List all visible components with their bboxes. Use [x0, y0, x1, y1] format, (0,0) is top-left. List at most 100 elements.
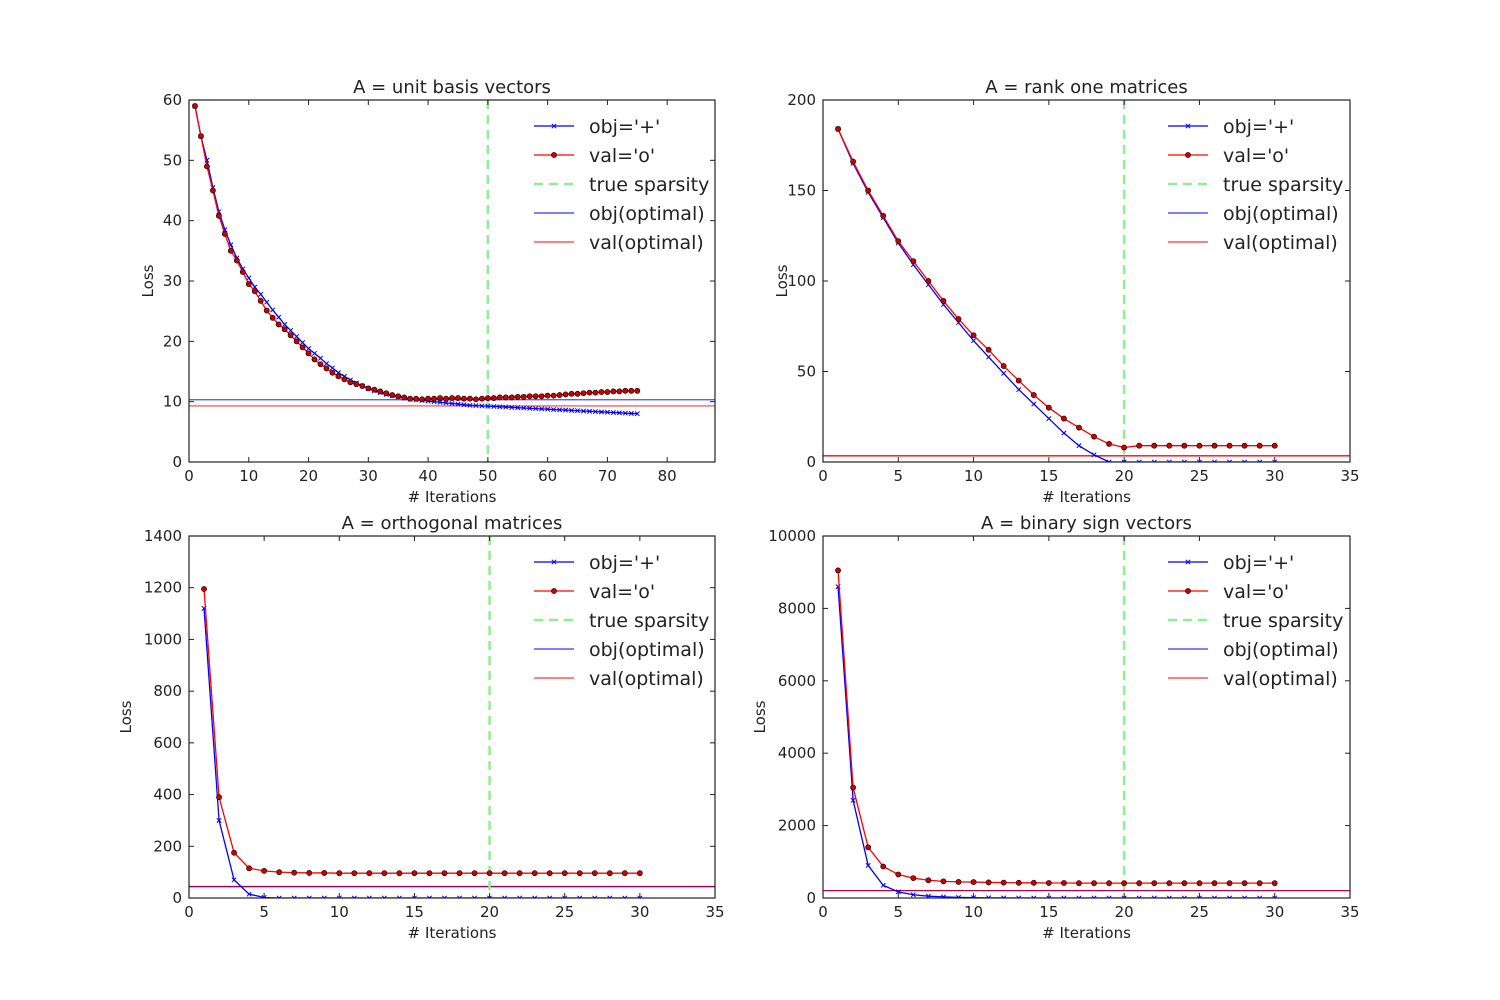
obj-point-stroke [1033, 895, 1037, 898]
val-point [634, 387, 641, 394]
obj-point-stroke [517, 895, 521, 898]
legend-val-marker [551, 152, 557, 158]
obj-point-stroke [426, 895, 431, 898]
obj-point [1196, 459, 1202, 462]
x-tick-label: 25 [555, 903, 574, 921]
obj-point-stroke [1226, 895, 1231, 898]
obj-point-stroke [1108, 895, 1112, 898]
obj-point-stroke [521, 405, 527, 411]
val-point [323, 365, 330, 372]
obj-point-stroke [282, 321, 288, 327]
obj-point-stroke [467, 402, 473, 408]
obj-point-stroke [1272, 459, 1276, 462]
obj-point-stroke [1016, 895, 1020, 898]
val-point [245, 281, 252, 287]
val-point [1256, 880, 1263, 887]
val-point [276, 869, 283, 876]
val-point [516, 870, 523, 877]
obj-point-stroke [1166, 895, 1171, 898]
obj-point-stroke [539, 406, 545, 412]
obj-point [1151, 895, 1157, 898]
x-tick-label: 10 [964, 903, 983, 921]
obj-point [1151, 459, 1157, 462]
obj-point-stroke [971, 338, 977, 344]
obj-point-stroke [479, 403, 485, 409]
chart-title: A = orthogonal matrices [342, 513, 563, 534]
legend-label: val='o' [1223, 145, 1289, 167]
obj-point-stroke [1076, 895, 1080, 898]
obj-point-stroke [1228, 459, 1233, 462]
obj-point-stroke [353, 895, 357, 898]
obj-point-stroke [456, 895, 461, 898]
val-point [1226, 442, 1233, 449]
val-point [411, 870, 418, 877]
legend-label: obj(optimal) [1223, 639, 1339, 661]
obj-point [527, 405, 533, 411]
val-point [502, 394, 509, 401]
obj-point-stroke [441, 895, 446, 898]
obj-point-stroke [604, 409, 610, 415]
y-tick-label: 200 [153, 837, 182, 855]
obj-point-stroke [443, 895, 448, 898]
obj-point [1226, 459, 1233, 462]
obj-point-stroke [637, 895, 641, 898]
x-tick-label: 80 [658, 467, 677, 485]
obj-point-stroke [1243, 895, 1248, 898]
obj-point-stroke [518, 895, 523, 898]
obj-point [456, 895, 463, 898]
obj-point-stroke [1031, 895, 1035, 898]
obj-point [426, 895, 433, 898]
val-point [257, 298, 264, 304]
x-tick-label: 10 [239, 467, 258, 485]
obj-point-stroke [1211, 895, 1216, 898]
obj-point-stroke [351, 895, 356, 898]
val-point [371, 386, 378, 393]
val-point [1061, 415, 1067, 422]
val-point [443, 395, 449, 402]
x-tick-label: 20 [480, 903, 499, 921]
obj-point [264, 299, 270, 305]
legend-label: true sparsity [589, 610, 709, 632]
obj-point [880, 882, 886, 888]
val-point [1030, 879, 1037, 886]
obj-point-stroke [1136, 459, 1140, 462]
val-point [865, 187, 872, 194]
val-point [985, 879, 992, 886]
obj-point [300, 339, 306, 346]
y-tick-label: 1200 [144, 579, 182, 597]
val-point [1151, 880, 1158, 887]
obj-point [1091, 895, 1097, 898]
obj-point-stroke [1001, 370, 1007, 376]
y-tick-label: 50 [163, 151, 182, 169]
obj-point [311, 350, 318, 356]
obj-point-stroke [276, 314, 282, 320]
obj-point-stroke [293, 895, 297, 898]
obj-point-stroke [503, 404, 509, 410]
obj-point-stroke [306, 895, 310, 898]
y-tick-label: 10000 [768, 527, 816, 545]
obj-point [562, 895, 568, 898]
y-tick-label: 0 [172, 453, 182, 471]
obj-point [1211, 895, 1218, 898]
obj-point [628, 410, 634, 416]
obj-point-stroke [910, 892, 916, 898]
obj-point [568, 407, 575, 413]
val-point [925, 877, 932, 884]
obj-point-stroke [609, 895, 613, 898]
y-tick-label: 600 [153, 734, 182, 752]
val-point [1000, 363, 1007, 369]
obj-point-stroke [1091, 895, 1095, 898]
obj-point [487, 895, 493, 898]
obj-point-stroke [533, 406, 539, 412]
val-point [1196, 880, 1203, 887]
obj-point [503, 404, 509, 410]
val-point [1015, 377, 1022, 384]
obj-point [443, 400, 449, 406]
obj-point-stroke [592, 409, 599, 415]
obj-point [1181, 459, 1187, 462]
obj-point-stroke [527, 405, 533, 411]
x-tick-label: 25 [1190, 903, 1209, 921]
obj-point [396, 895, 402, 898]
val-point [336, 870, 343, 877]
x-axis-label: # Iterations [408, 924, 497, 942]
